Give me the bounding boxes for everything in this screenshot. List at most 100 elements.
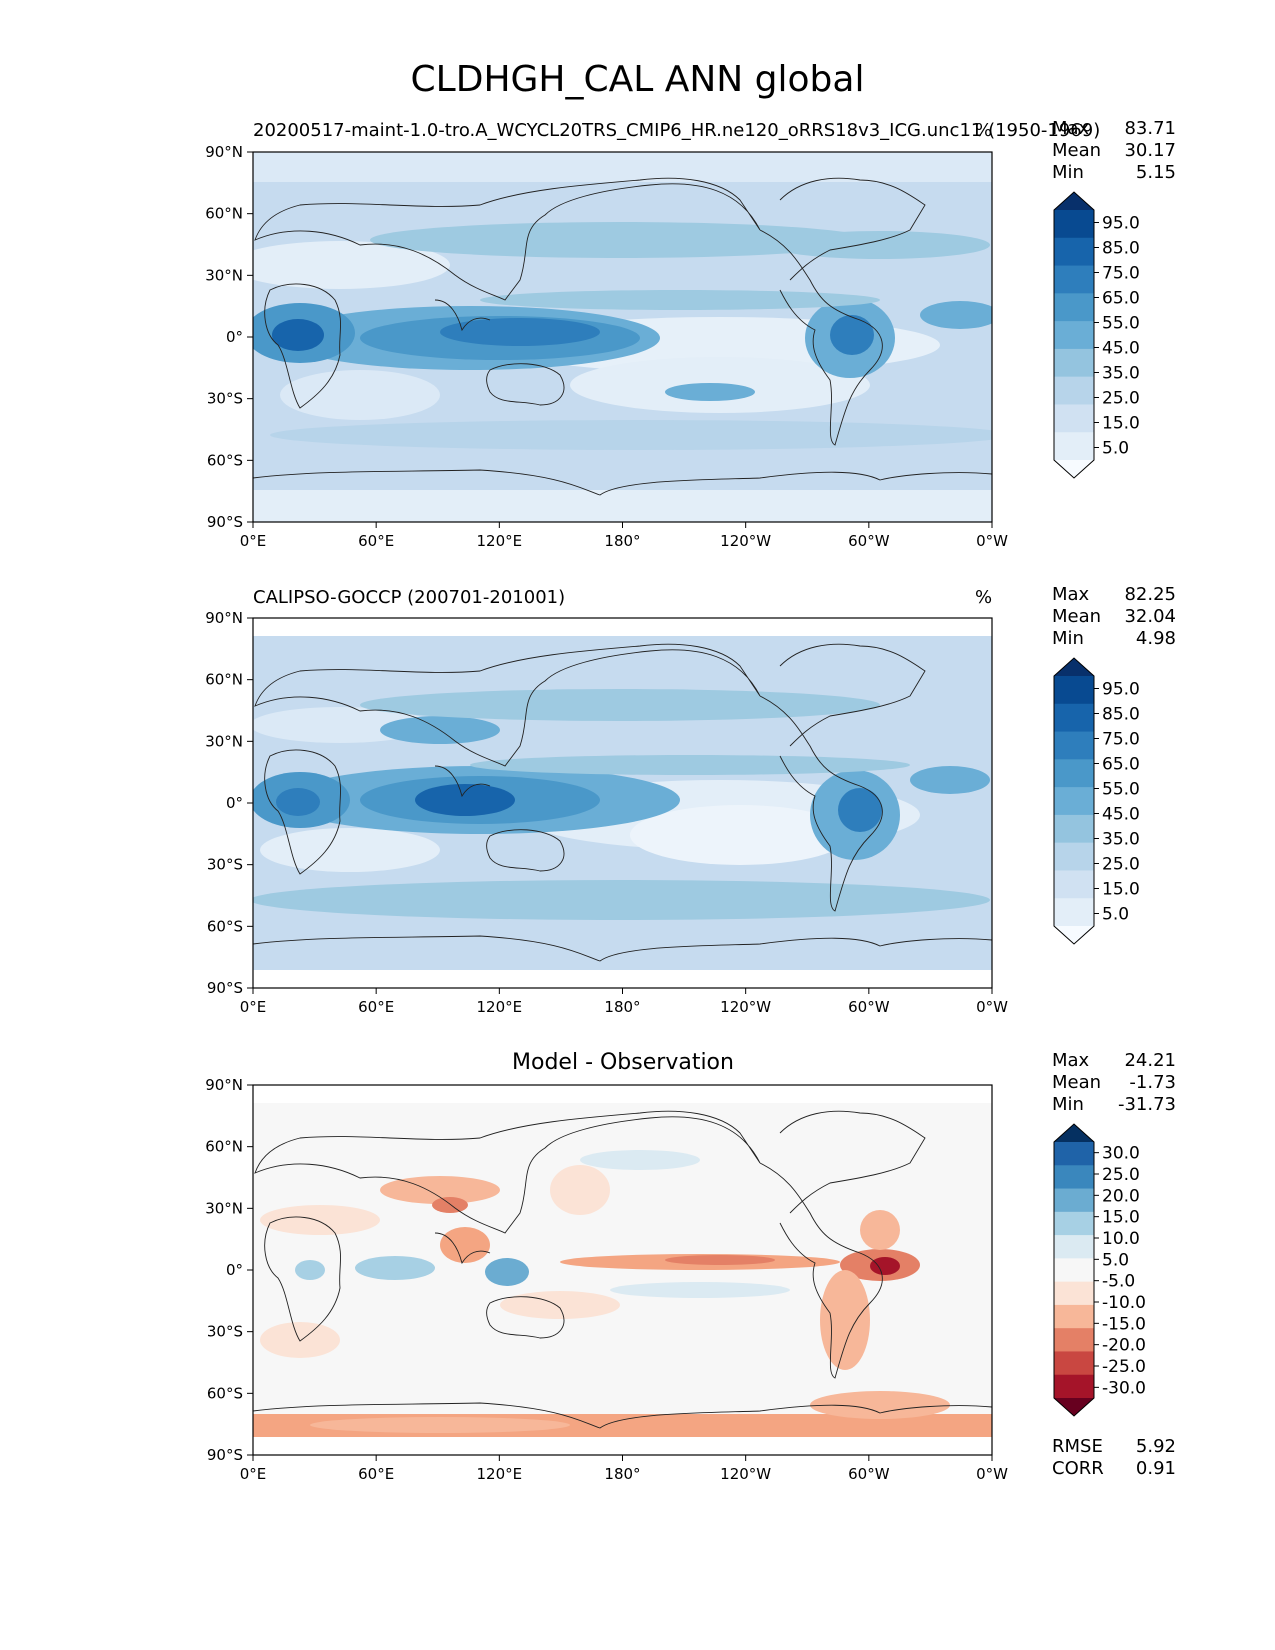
colorbar-segment [1054,1304,1094,1329]
colorbar-segment [1054,237,1094,267]
colorbar-tick-label: 25.0 [1102,1165,1140,1185]
panel-model-units: % [975,120,993,141]
colorbar-tick-label: -15.0 [1102,1314,1146,1334]
panel-model-stat-min-value: 5.15 [1135,162,1176,183]
panel-model-coastlines [252,177,993,496]
panel-model-stat-max-value: 83.71 [1124,118,1176,139]
colorbar-tick-label: -30.0 [1102,1378,1146,1398]
lat-tick-label: 0° [226,794,243,812]
colorbar-tick-label: 95.0 [1102,680,1140,700]
lat-tick-label: 30°S [207,856,243,874]
lat-tick-label: 30°N [205,1199,243,1217]
panel-diff-center-title: Model - Observation [512,1050,734,1075]
colorbar-extend-max [1054,658,1094,676]
colorbar-outline [1053,1123,1095,1417]
colorbar-tick-label: 15.0 [1102,1208,1140,1228]
panel-model-stat-max-label: Max [1052,118,1090,139]
panel-diff-coastlines [252,1110,993,1429]
colorbar-segment [1054,1188,1094,1213]
colorbar-segment [1054,404,1094,433]
panel-diff-colorbar: 30.025.020.015.010.05.0-5.0-10.0-15.0-20… [1053,1123,1146,1417]
colorbar-tick-label: 85.0 [1102,705,1140,725]
panel-obs-stat-min-label: Min [1052,628,1084,649]
colorbar-segment [1054,759,1094,788]
colorbar-segment [1054,787,1094,816]
colorbar-tick-label: 65.0 [1102,289,1140,309]
panel-diff-stat-max-value: 24.21 [1124,1050,1176,1071]
lat-tick-label: 90°N [205,1076,243,1094]
lon-tick-label: 120°E [477,998,523,1016]
lon-tick-label: 60°E [358,998,394,1016]
lon-tick-label: 0°E [240,1465,267,1483]
colorbar-segment [1054,1351,1094,1376]
figure-title: CLDHGH_CAL ANN global [410,59,865,100]
colorbar-tick-label: 55.0 [1102,780,1140,800]
panel-model-stat-mean-label: Mean [1052,140,1102,161]
lon-tick-label: 120°W [720,998,771,1016]
colorbar-tick-label: 15.0 [1102,880,1140,900]
colorbar-segment [1054,348,1094,378]
colorbar-outline [1053,657,1095,945]
panel-diff-field [253,1085,992,1455]
lat-tick-label: 90°N [205,143,243,161]
panel-obs-stat-mean-value: 32.04 [1124,606,1176,627]
colorbar-tick-label: -10.0 [1102,1293,1146,1313]
lon-tick-label: 120°W [720,532,771,550]
lon-tick-label: 120°E [477,1465,523,1483]
colorbar-segment [1054,731,1094,760]
colorbar-segment [1054,321,1094,350]
colorbar-segment [1054,1258,1094,1283]
colorbar-segment [1054,265,1094,294]
colorbar-tick-label: 85.0 [1102,239,1140,259]
colorbar-segment [1054,1142,1094,1166]
lat-tick-label: 0° [226,328,243,346]
colorbar-tick-label: 35.0 [1102,364,1140,384]
lon-tick-label: 0°W [976,998,1008,1016]
colorbar-tick-label: 25.0 [1102,855,1140,875]
panel-obs-field [253,618,992,988]
lat-tick-label: 60°N [205,205,243,223]
colorbar-tick-label: 25.0 [1102,389,1140,409]
colorbar-segment [1054,842,1094,871]
lon-tick-label: 0°W [976,1465,1008,1483]
colorbar-extend-min [1054,460,1094,478]
panel-model-stat-mean-value: 30.17 [1124,140,1176,161]
lat-tick-label: 60°S [207,1384,243,1402]
panel-obs-ticks: 90°N 60°N 30°N 0° 30°S 60°S 90°S0°E 60°E 120°E 18… [205,609,1008,1016]
panel-diff-corr-label: CORR [1052,1458,1104,1479]
colorbar-tick-label: 45.0 [1102,805,1140,825]
colorbar-tick-label: 30.0 [1102,1144,1140,1164]
panel-model-map: 90°N 60°N 30°N 0° 30°S 60°S 90°S0°E 60°E 120°E 18… [205,143,1008,550]
lat-tick-label: 60°S [207,917,243,935]
colorbar-tick-label: -25.0 [1102,1357,1146,1377]
panel-obs-coastlines [252,643,993,962]
lat-tick-label: 30°N [205,266,243,284]
colorbar-segment [1054,703,1094,733]
colorbar-tick-label: 20.0 [1102,1186,1140,1206]
colorbar-tick-label: 95.0 [1102,214,1140,234]
colorbar-segment [1054,1211,1094,1236]
panel-diff-map: 90°N 60°N 30°N 0° 30°S 60°S 90°S0°E 60°E 120°E 18… [205,1076,1008,1483]
colorbar-tick-label: -5.0 [1102,1272,1135,1292]
panel-obs-units: % [975,587,993,608]
lon-tick-label: 0°E [240,998,267,1016]
colorbar-segment [1054,210,1094,239]
colorbar-tick-label: 55.0 [1102,314,1140,334]
lon-tick-label: 60°W [848,1465,890,1483]
panel-diff-rmse-label: RMSE [1052,1436,1103,1457]
lon-tick-label: 180° [604,532,640,550]
colorbar-segment [1054,1328,1094,1352]
panel-model-left-title: 20200517-maint-1.0-tro.A_WCYCL20TRS_CMIP… [253,120,1101,141]
colorbar-tick-label: 5.0 [1102,439,1129,459]
lon-tick-label: 120°W [720,1465,771,1483]
lat-tick-label: 30°N [205,732,243,750]
colorbar-extend-min [1054,926,1094,944]
lon-tick-label: 0°E [240,532,267,550]
lon-tick-label: 180° [604,1465,640,1483]
panel-obs-map: 90°N 60°N 30°N 0° 30°S 60°S 90°S0°E 60°E 120°E 18… [205,609,1008,1016]
colorbar-tick-label: 75.0 [1102,730,1140,750]
panel-diff-stat-mean-label: Mean [1052,1072,1102,1093]
lon-tick-label: 0°W [976,532,1008,550]
lat-tick-label: 60°N [205,1138,243,1156]
lat-tick-label: 60°S [207,451,243,469]
